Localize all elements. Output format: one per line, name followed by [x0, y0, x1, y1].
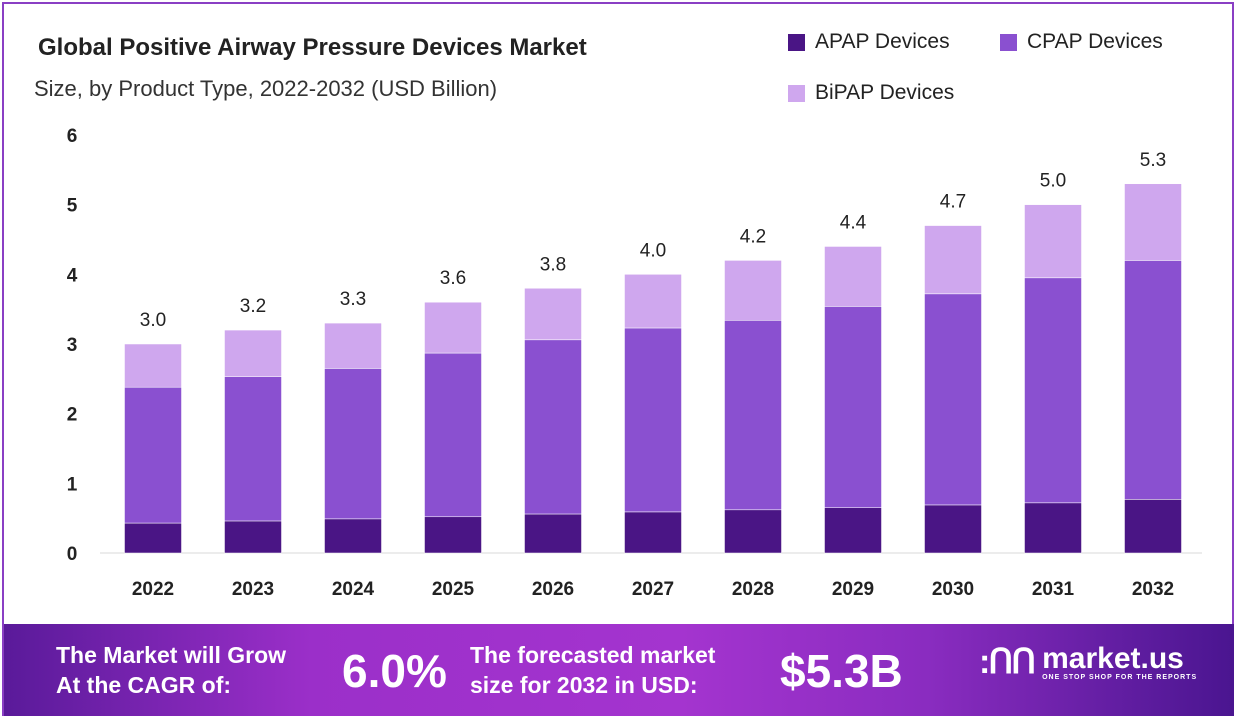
x-tick-label: 2030 [932, 579, 974, 600]
bar-segment-apap [1124, 499, 1182, 554]
x-tick-label: 2022 [132, 579, 174, 600]
cagr-label: The Market will Grow At the CAGR of: [56, 640, 286, 700]
bar-segment-cpap [124, 386, 182, 524]
y-tick-label: 5 [67, 196, 78, 217]
bar-segment-apap [124, 522, 182, 554]
bar-segment-bipap [624, 274, 682, 329]
total-data-label: 4.4 [840, 212, 867, 233]
legend-label: APAP Devices [815, 30, 950, 53]
legend-item-apap: APAP Devices [788, 30, 950, 54]
x-tick-label: 2027 [632, 579, 674, 600]
legend-swatch [1000, 33, 1017, 51]
bar-segment-apap [624, 511, 682, 554]
total-data-label: 3.0 [140, 310, 166, 331]
bar-segment-cpap [1124, 260, 1182, 500]
x-tick-label: 2025 [432, 579, 475, 600]
bar-segment-apap [524, 513, 582, 554]
bar-segment-apap [424, 516, 482, 554]
y-tick-label: 0 [67, 544, 78, 565]
x-tick-label: 2032 [1132, 579, 1174, 600]
cagr-value: 6.0% [342, 645, 447, 697]
forecast-value: $5.3B [780, 645, 903, 697]
legend-swatch [788, 84, 805, 102]
forecast-label-line1: The forecasted market [470, 642, 716, 668]
bar-segment-cpap [224, 376, 282, 522]
y-tick-label: 1 [67, 474, 78, 495]
total-data-label: 3.2 [240, 296, 266, 317]
bar-segment-cpap [524, 339, 582, 515]
forecast-label-line2: size for 2032 in USD: [470, 672, 698, 698]
total-data-label: 4.7 [940, 192, 966, 213]
bar-segment-bipap [724, 260, 782, 321]
total-data-label: 3.8 [540, 254, 566, 275]
legend-swatch [788, 33, 805, 51]
bar-segment-apap [824, 507, 882, 554]
x-tick-label: 2024 [332, 579, 375, 600]
logo-name: market.us [1042, 641, 1184, 675]
bar-segment-cpap [1024, 277, 1082, 504]
bar-segment-bipap [224, 329, 282, 377]
bar-segment-bipap [1024, 204, 1082, 279]
y-tick-label: 3 [67, 335, 78, 356]
legend-label: BiPAP Devices [815, 81, 955, 104]
total-data-label: 4.2 [740, 226, 766, 247]
marketus-logo: :ՈՈ market.us ONE STOP SHOP FOR THE REPO… [979, 642, 1197, 682]
bar-segment-cpap [824, 306, 882, 508]
bar-segment-cpap [424, 352, 482, 518]
forecast-label: The forecasted market size for 2032 in U… [470, 640, 715, 700]
bar-segment-bipap [824, 246, 882, 307]
stacked-bar-chart: 0 1 2 3 4 5 6 3.0 2022 3.2 2023 3.3 2024 3.6 2025 3.8 20… [67, 126, 1202, 600]
x-tick-label: 2028 [732, 579, 774, 600]
x-tick-label: 2023 [232, 579, 274, 600]
bar-segment-bipap [424, 301, 482, 354]
logo-mark-icon: :ՈՈ [979, 643, 1036, 681]
bar-segment-cpap [624, 327, 682, 513]
total-data-label: 5.3 [1140, 150, 1166, 171]
x-tick-label: 2026 [532, 579, 574, 600]
chart-subtitle: Size, by Product Type, 2022-2032 (USD Bi… [34, 76, 498, 101]
bar-segment-apap [724, 509, 782, 554]
legend-label: CPAP Devices [1027, 30, 1163, 53]
bar-segment-apap [324, 518, 382, 554]
bar-segment-apap [1024, 502, 1082, 554]
legend-item-cpap: CPAP Devices [1000, 30, 1163, 54]
y-tick-label: 6 [67, 126, 78, 147]
bar-segment-cpap [324, 368, 382, 520]
total-data-label: 4.0 [640, 240, 666, 261]
legend-item-bipap: BiPAP Devices [788, 81, 954, 105]
bar-segment-cpap [724, 320, 782, 511]
bar-segment-bipap [524, 288, 582, 341]
bar-segment-apap [224, 520, 282, 554]
y-tick-label: 4 [67, 265, 78, 286]
cagr-label-line1: The Market will Grow [56, 642, 287, 668]
x-tick-label: 2031 [1032, 579, 1075, 600]
y-tick-label: 2 [67, 405, 78, 426]
chart-title: Global Positive Airway Pressure Devices … [38, 34, 587, 61]
bar-segment-apap [924, 504, 982, 554]
bar-segment-bipap [1124, 183, 1182, 261]
total-data-label: 3.6 [440, 268, 466, 289]
bar-segment-bipap [324, 322, 382, 369]
cagr-label-line2: At the CAGR of: [56, 672, 232, 698]
bar-segment-bipap [924, 225, 982, 295]
total-data-label: 5.0 [1040, 171, 1066, 192]
x-tick-label: 2029 [832, 579, 874, 600]
bar-segment-bipap [124, 343, 182, 388]
total-data-label: 3.3 [340, 289, 366, 310]
logo-tagline: ONE STOP SHOP FOR THE REPORTS [1042, 673, 1198, 681]
summary-banner: The Market will Grow At the CAGR of: 6.0… [4, 624, 1234, 716]
bar-segment-cpap [924, 293, 982, 506]
